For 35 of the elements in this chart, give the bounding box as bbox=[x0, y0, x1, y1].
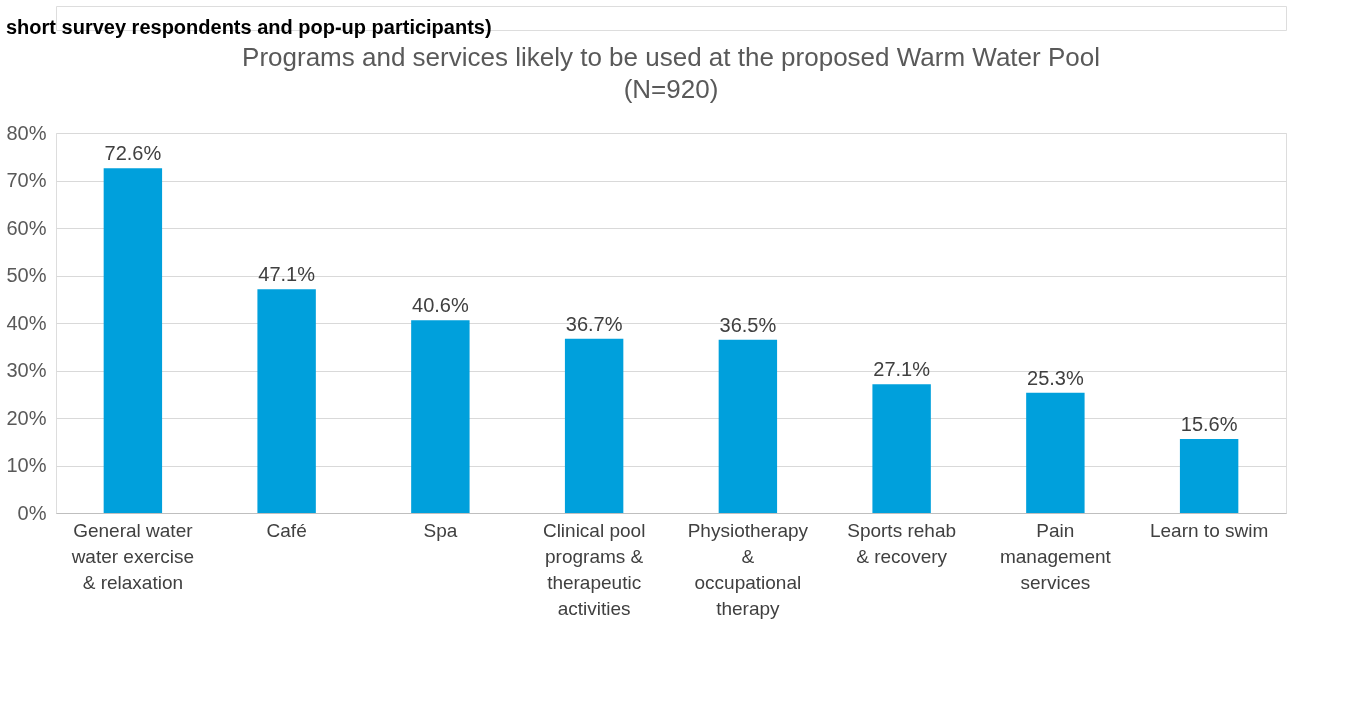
y-tick-label: 60% bbox=[6, 216, 47, 239]
chart-title: Programs and services likely to be used at the proposed Warm Water Pool (N=920) bbox=[242, 42, 1100, 104]
data-label: 36.7% bbox=[565, 312, 623, 335]
bar bbox=[103, 168, 163, 513]
y-tick-label: 0% bbox=[17, 501, 47, 524]
y-tick-label: 40% bbox=[6, 311, 47, 334]
bar bbox=[564, 338, 624, 513]
x-tick-label: Learn to swim bbox=[1149, 519, 1269, 541]
x-tick-label: Clinical pool programs & therapeutic activities bbox=[542, 519, 646, 619]
data-label: 72.6% bbox=[104, 142, 162, 165]
x-tick-label: Physiotherapy & occupational therapy bbox=[687, 519, 809, 619]
data-label: 27.1% bbox=[873, 358, 931, 381]
text: short survey respondents and pop-up participants) bbox=[6, 16, 492, 38]
x-tick-label: Pain management services bbox=[999, 519, 1112, 593]
bar bbox=[872, 384, 931, 513]
x-tick-label: General water water exercise & relaxation bbox=[70, 519, 195, 593]
y-tick-label: 80% bbox=[6, 121, 47, 144]
x-tick-label: Sports rehab & recovery bbox=[847, 519, 957, 567]
y-tick-label: 70% bbox=[6, 169, 47, 191]
data-label: 40.6% bbox=[412, 294, 469, 317]
data-label: 15.6% bbox=[1180, 412, 1238, 435]
y-tick-label: 10% bbox=[6, 454, 47, 476]
data-label: 47.1% bbox=[258, 263, 316, 286]
y-tick-label: 20% bbox=[6, 406, 47, 429]
bar bbox=[411, 320, 470, 513]
data-label: 25.3% bbox=[1027, 366, 1084, 389]
bar bbox=[257, 289, 316, 513]
data-label: 36.5% bbox=[719, 313, 777, 336]
x-tick-label: Spa bbox=[423, 519, 458, 541]
bar bbox=[1179, 438, 1239, 513]
x-tick-label: Café bbox=[266, 519, 307, 541]
y-tick-label: 50% bbox=[6, 264, 47, 286]
y-tick-label: 30% bbox=[6, 359, 47, 381]
bar bbox=[1026, 392, 1085, 513]
bar bbox=[718, 339, 778, 513]
